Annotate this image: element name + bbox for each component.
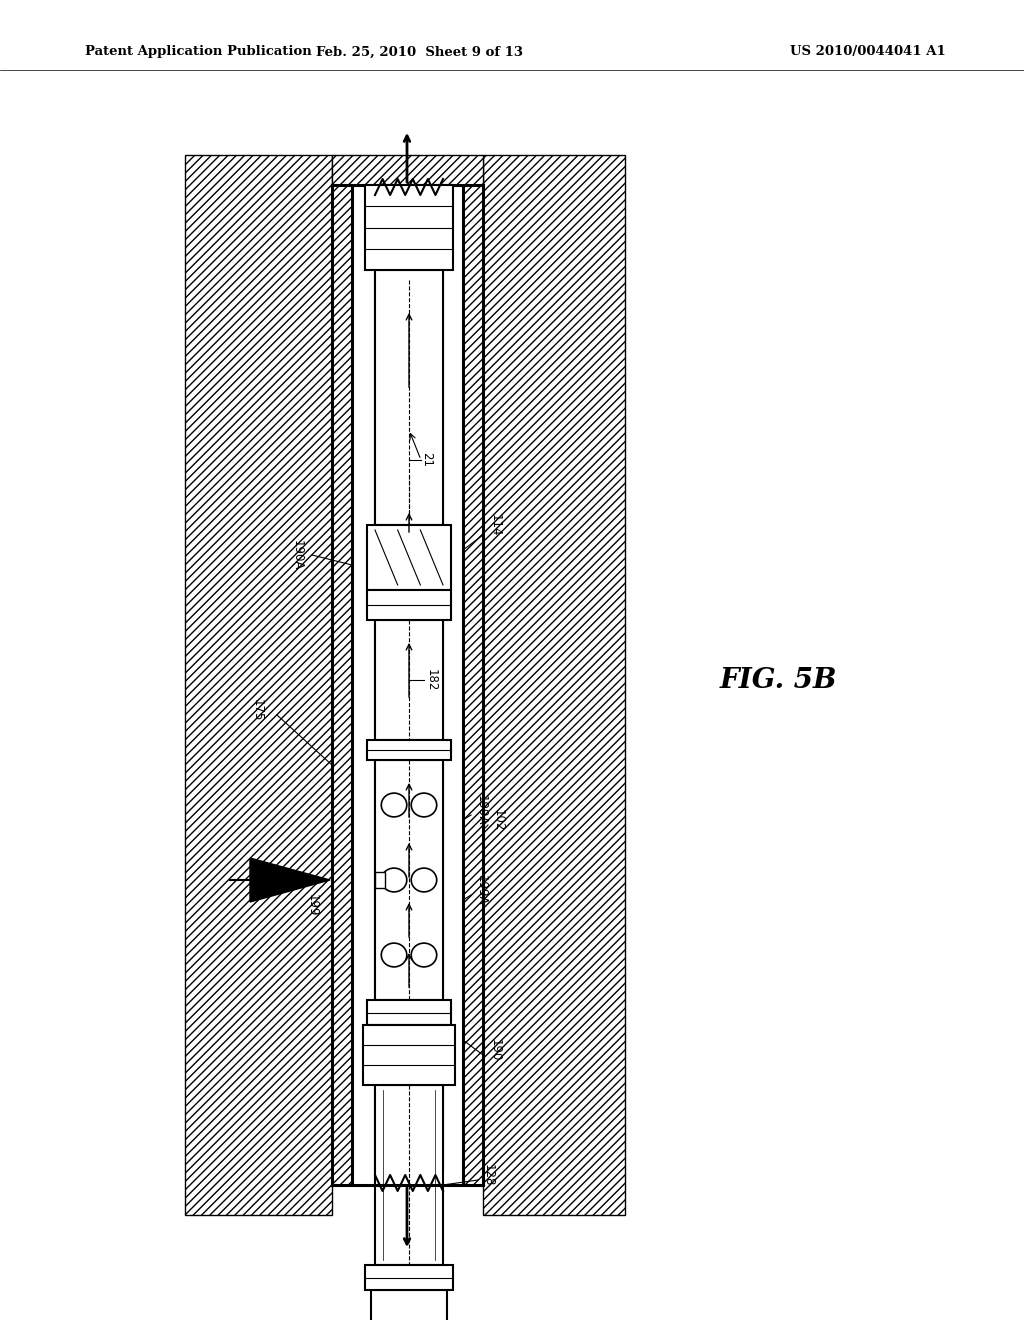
Bar [371,1290,447,1320]
Bar [362,1026,455,1085]
Bar [483,154,625,1214]
Bar [332,185,352,1185]
Text: 21: 21 [421,453,433,467]
Text: 114: 114 [488,513,502,536]
Bar [367,741,451,760]
Text: Feb. 25, 2010  Sheet 9 of 13: Feb. 25, 2010 Sheet 9 of 13 [316,45,523,58]
Text: 199A: 199A [474,795,487,825]
Text: Patent Application Publication: Patent Application Publication [85,45,311,58]
Ellipse shape [381,793,407,817]
Bar [367,1001,451,1026]
Ellipse shape [381,869,407,892]
Bar [365,1265,453,1290]
Bar [185,154,332,1214]
Bar [375,620,443,741]
Text: 190: 190 [488,1039,502,1061]
Text: 182: 182 [425,669,437,692]
Ellipse shape [412,869,436,892]
Bar [332,154,483,185]
Bar [365,185,453,271]
Polygon shape [250,858,330,902]
Text: 190A: 190A [291,540,303,570]
Bar [375,760,443,1001]
Bar [367,590,451,620]
Text: 199: 199 [305,894,318,916]
Text: FIG. 5B: FIG. 5B [720,667,838,693]
Ellipse shape [412,942,436,966]
Text: 102: 102 [492,809,505,832]
Bar [367,525,451,590]
Bar [375,873,385,888]
Text: 199A: 199A [474,875,487,906]
Ellipse shape [381,942,407,966]
Bar [375,1085,443,1265]
Ellipse shape [412,793,436,817]
Bar [375,201,443,1170]
Text: US 2010/0044041 A1: US 2010/0044041 A1 [790,45,946,58]
Bar [352,185,463,1185]
Text: 128: 128 [481,1164,495,1187]
Bar [375,271,443,525]
Bar [463,185,483,1185]
Text: 175: 175 [251,698,263,721]
